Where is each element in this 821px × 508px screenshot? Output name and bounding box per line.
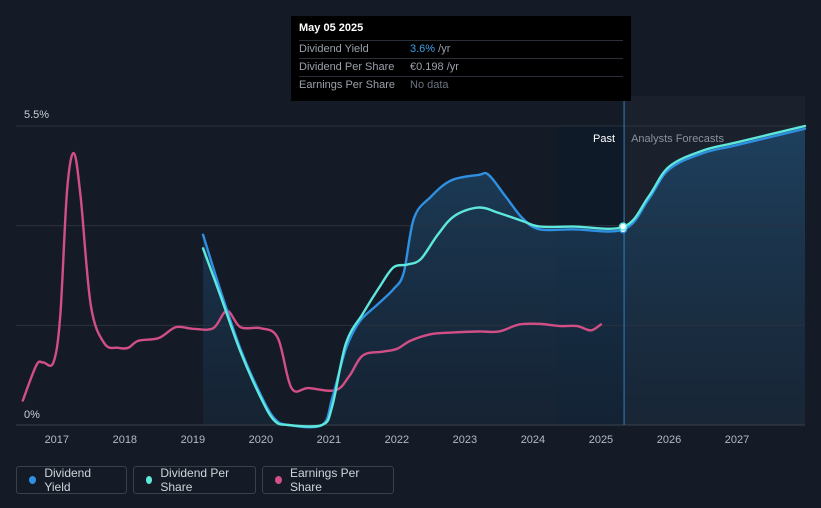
legend-item-dividend-per-share[interactable]: Dividend Per Share	[133, 466, 256, 494]
tooltip-date: May 05 2025	[299, 22, 364, 34]
x-tick-label-2018: 2018	[113, 434, 137, 446]
earnings-per-share-line	[21, 151, 603, 402]
x-tick-label-2020: 2020	[249, 434, 273, 446]
x-tick-label-2023: 2023	[453, 434, 477, 446]
tooltip-value-nodata: No data	[410, 79, 449, 91]
x-tick-label-2026: 2026	[657, 434, 681, 446]
grid-layer	[16, 100, 805, 426]
legend-label: Earnings Per Share	[289, 466, 360, 494]
tooltip-row-dividend-yield: Dividend Yield 3.6% /yr	[299, 40, 623, 58]
tooltip-row-earnings-per-share: Earnings Per Share No data	[299, 76, 623, 94]
legend-dot-icon	[275, 476, 282, 484]
tooltip-row-dividend-per-share: Dividend Per Share €0.198 /yr	[299, 58, 623, 76]
tooltip-value-highlight: €0.198	[410, 61, 444, 73]
dividend-per-share-marker	[618, 222, 628, 231]
tooltip: May 05 2025 Dividend Yield 3.6% /yr Divi…	[291, 16, 631, 101]
y-axis-top-label: 5.5%	[24, 109, 49, 121]
legend-label: Dividend Per Share	[160, 466, 230, 494]
tooltip-value-unit: /yr	[443, 61, 459, 73]
legend-dot-icon	[146, 476, 153, 484]
tooltip-value-unit: /yr	[435, 43, 451, 55]
forecast-label: Analysts Forecasts	[631, 133, 724, 145]
x-tick-label-2027: 2027	[725, 434, 749, 446]
area-layer	[203, 96, 805, 425]
series-layer	[21, 124, 807, 429]
legend-label: Dividend Yield	[44, 466, 92, 494]
tooltip-value: €0.198 /yr	[410, 59, 459, 76]
legend-dot-icon	[29, 476, 37, 484]
x-tick-label-2021: 2021	[317, 434, 341, 446]
dividend-per-share-line	[201, 124, 807, 428]
legend: Dividend Yield Dividend Per Share Earnin…	[16, 466, 394, 494]
tooltip-label: Earnings Per Share	[299, 79, 395, 91]
y-axis-bottom-label: 0%	[24, 409, 40, 421]
past-label: Past	[593, 133, 615, 145]
label-layer: 5.5% 0% Past Analysts Forecasts 2017 2018 2019…	[24, 109, 749, 446]
legend-item-earnings-per-share[interactable]: Earnings Per Share	[262, 466, 394, 494]
tooltip-value-highlight: 3.6%	[410, 43, 436, 55]
x-tick-label-2024: 2024	[521, 434, 545, 446]
tooltip-value: No data	[410, 77, 449, 94]
tooltip-label: Dividend Yield	[299, 43, 369, 55]
x-tick-label-2017: 2017	[45, 434, 69, 446]
legend-item-dividend-yield[interactable]: Dividend Yield	[16, 466, 127, 494]
x-tick-label-2019: 2019	[181, 434, 205, 446]
x-tick-label-2022: 2022	[385, 434, 409, 446]
tooltip-label: Dividend Per Share	[299, 61, 395, 73]
tooltip-value: 3.6% /yr	[410, 41, 450, 58]
x-tick-label-2025: 2025	[589, 434, 613, 446]
dividend-yield-area	[203, 128, 805, 425]
